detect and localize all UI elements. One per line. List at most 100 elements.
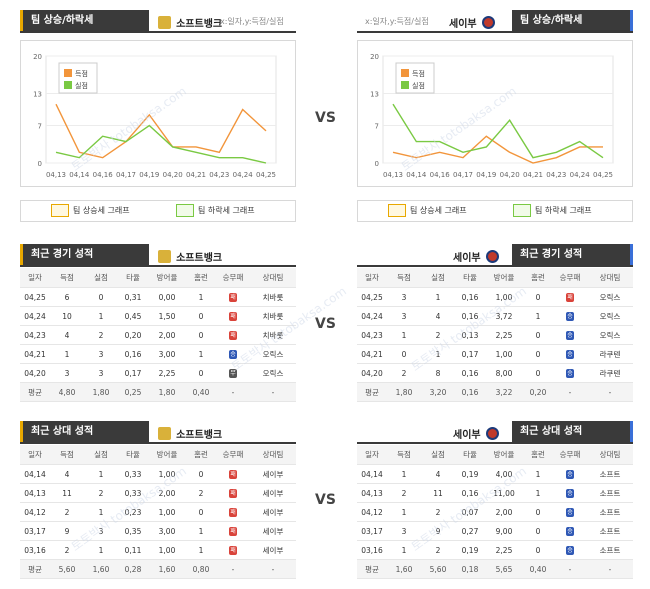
table-cell: 3	[387, 287, 421, 307]
team-label: 세이부	[453, 246, 499, 265]
x-tick-label: 04,17	[453, 171, 473, 179]
table-cell: 0,17	[118, 363, 148, 383]
x-tick-label: 04,16	[430, 171, 451, 179]
result-badge: 패	[229, 331, 237, 340]
table-row: 03,16 2 1 0,11 1,00 1 패 세이부	[20, 540, 296, 560]
trend-title: 팀 상승/하락세	[31, 15, 94, 26]
column-header: 방어율	[485, 445, 523, 465]
table-cell: 0	[523, 325, 553, 345]
column-header: 방어율	[148, 268, 186, 288]
result-badge: 패	[229, 312, 237, 321]
result-cell: 패	[216, 464, 250, 484]
average-row: 평균 1,80 3,20 0,16 3,22 0,20- -	[357, 382, 633, 402]
down-trend-icon	[513, 204, 531, 217]
y-tick-label: 13	[370, 90, 379, 98]
table-cell: 2	[50, 540, 84, 560]
result-cell: 승	[553, 502, 587, 522]
legend-label: 실점	[412, 81, 425, 90]
column-header: 승무패	[216, 268, 250, 288]
series-line-0	[55, 103, 267, 159]
seibu-logo-icon	[485, 427, 499, 440]
column-header: 실점	[421, 268, 455, 288]
x-tick-label: 04,25	[593, 171, 613, 179]
table-cell: 6	[50, 287, 84, 307]
y-tick-label: 13	[33, 90, 42, 98]
table-cell: 0	[523, 540, 553, 560]
table-cell: 소프트	[587, 521, 633, 541]
column-header: 타율	[118, 268, 148, 288]
table-cell: 소프트	[587, 540, 633, 560]
table-cell: 4	[50, 325, 84, 345]
legend-swatch	[64, 81, 72, 89]
table-cell: 04,21	[357, 344, 387, 364]
result-badge: 승	[566, 508, 574, 517]
recent-header-left: 최근 경기 성적	[23, 244, 149, 266]
header-rule	[357, 442, 633, 444]
table-cell: 0,20	[523, 382, 553, 402]
table-cell: 치바롯	[250, 287, 296, 307]
table-cell: 1	[186, 540, 216, 560]
table-cell: 3,20	[421, 382, 455, 402]
column-header: 득점	[387, 445, 421, 465]
table-cell: 3,00	[148, 521, 186, 541]
result-cell: 승	[216, 344, 250, 364]
header-rule	[20, 31, 296, 33]
trend-header-right: 팀 상승/하락세	[512, 10, 630, 32]
team-name: 세이부	[453, 253, 481, 264]
table-row: 04,24 3 4 0,16 3,72 1 승 오릭스	[357, 306, 633, 326]
table-header-row: 일자 득점 실점 타율 방어율 홈런 승무패 상대팀	[357, 268, 633, 288]
table-row: 04,23 4 2 0,20 2,00 0 패 치바롯	[20, 325, 296, 345]
table-cell: 2,00	[148, 483, 186, 503]
up-trend-icon	[51, 204, 69, 217]
table-cell: 9	[421, 521, 455, 541]
table-cell: 세이부	[250, 483, 296, 503]
table-cell: 0,80	[186, 559, 216, 579]
table-cell: 04,12	[357, 502, 387, 522]
table-row: 04,20 3 3 0,17 2,25 0 무 오릭스	[20, 363, 296, 383]
table-cell: 0,45	[118, 306, 148, 326]
x-tick-label: 04,14	[69, 171, 90, 179]
column-header: 상대팀	[250, 445, 296, 465]
table-cell: -	[553, 382, 587, 402]
table-cell: 3,72	[485, 306, 523, 326]
average-row: 평균 4,80 1,80 0,25 1,80 0,40- -	[20, 382, 296, 402]
x-tick-label: 04,23	[546, 171, 566, 179]
legend-swatch	[401, 69, 409, 77]
table-cell: 0,23	[118, 502, 148, 522]
table-row: 04,13 11 2 0,33 2,00 2 패 세이부	[20, 483, 296, 503]
x-tick-label: 04,20	[500, 171, 520, 179]
table-cell: 3,00	[148, 344, 186, 364]
column-header: 승무패	[553, 445, 587, 465]
table-row: 04,23 1 2 0,13 2,25 0 승 오릭스	[357, 325, 633, 345]
table-cell: 0	[84, 287, 118, 307]
column-header: 홈런	[523, 445, 553, 465]
table-cell: 오릭스	[250, 363, 296, 383]
table-cell: 1	[523, 464, 553, 484]
y-tick-label: 7	[38, 123, 42, 131]
table-cell: 3,22	[485, 382, 523, 402]
result-badge: 승	[566, 331, 574, 340]
table-cell: 04,14	[20, 464, 50, 484]
vs-label-2: VS	[315, 316, 336, 332]
table-cell: 소프트	[587, 502, 633, 522]
table-cell: 0	[186, 502, 216, 522]
result-cell: 패	[216, 483, 250, 503]
table-cell: -	[587, 559, 633, 579]
table-cell: 04,24	[20, 306, 50, 326]
table-cell: 2,25	[485, 325, 523, 345]
table-cell: 8	[421, 363, 455, 383]
table-cell: -	[250, 382, 296, 402]
legend-bar-left: 팀 상승세 그래프 팀 하락세 그래프	[20, 200, 296, 222]
header-accent	[630, 421, 633, 443]
table-cell: 1	[387, 325, 421, 345]
table-cell: 1	[387, 502, 421, 522]
header-rule	[20, 442, 296, 444]
recent-header-right: 최근 경기 성적	[512, 244, 630, 266]
table-cell: 세이부	[250, 521, 296, 541]
legend-label: 실점	[75, 81, 88, 90]
table-cell: 1,00	[485, 287, 523, 307]
team-name: 소프트뱅크	[176, 430, 223, 441]
result-badge: 무	[229, 369, 237, 378]
h2h-panel-right: 최근 상대 성적 세이부 일자 득점 실점 타율 방어율 홈런 승무패 상대팀 04,14 1 4 0…	[357, 421, 633, 581]
